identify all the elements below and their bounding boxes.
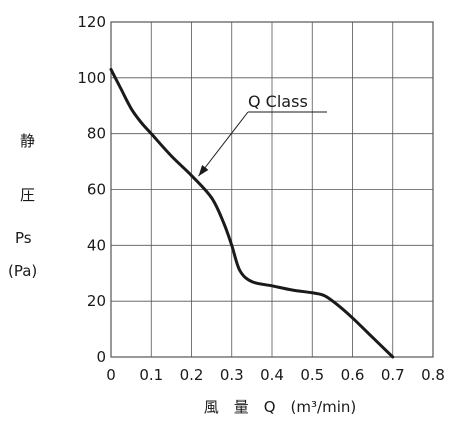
- x-tick-label-3: 0.3: [220, 366, 244, 384]
- y-tick-label-4: 80: [87, 125, 106, 143]
- y-axis-label-line-2: Ps: [15, 229, 32, 247]
- y-axis-label-line-1: 圧: [20, 186, 35, 204]
- x-tick-label-6: 0.6: [341, 366, 365, 384]
- y-tick-label-2: 40: [87, 236, 106, 254]
- x-tick-label-8: 0.8: [421, 366, 445, 384]
- x-tick-label-2: 0.2: [180, 366, 204, 384]
- y-tick-label-1: 20: [87, 292, 106, 310]
- x-tick-label-0: 0: [106, 366, 116, 384]
- y-axis-label-line-3: (Pa): [8, 262, 37, 280]
- plot-frame: [110, 21, 434, 358]
- annotation-layer: Q Class: [198, 92, 327, 177]
- x-axis-label: 風 量 Q (m³/min): [204, 398, 356, 416]
- label-layer: 静圧 Ps (Pa) 風 量 Q (m³/min): [8, 132, 356, 416]
- y-axis-label-line-0: 静: [20, 132, 35, 150]
- axis-layer: 0 0.1 0.2 0.3 0.4 0.5 0.6 0.7 0.8 0 20 40 60 80 100 120: [77, 13, 445, 384]
- series-layer: [109, 67, 395, 359]
- series-line-0: [109, 67, 395, 359]
- x-tick-label-7: 0.7: [381, 366, 405, 384]
- y-tick-label-0: 0: [96, 348, 106, 366]
- x-tick-label-4: 0.4: [260, 366, 284, 384]
- annotation-arrowhead-0: [198, 164, 209, 177]
- y-tick-label-5: 100: [77, 69, 106, 87]
- y-tick-label-3: 60: [87, 181, 106, 199]
- grid-layer: [110, 21, 434, 358]
- x-tick-label-5: 0.5: [300, 366, 324, 384]
- x-tick-label-1: 0.1: [139, 366, 163, 384]
- annotation-leader-0: [198, 111, 249, 177]
- annotation-label-0: Q Class: [248, 92, 308, 111]
- y-tick-label-6: 120: [77, 13, 106, 31]
